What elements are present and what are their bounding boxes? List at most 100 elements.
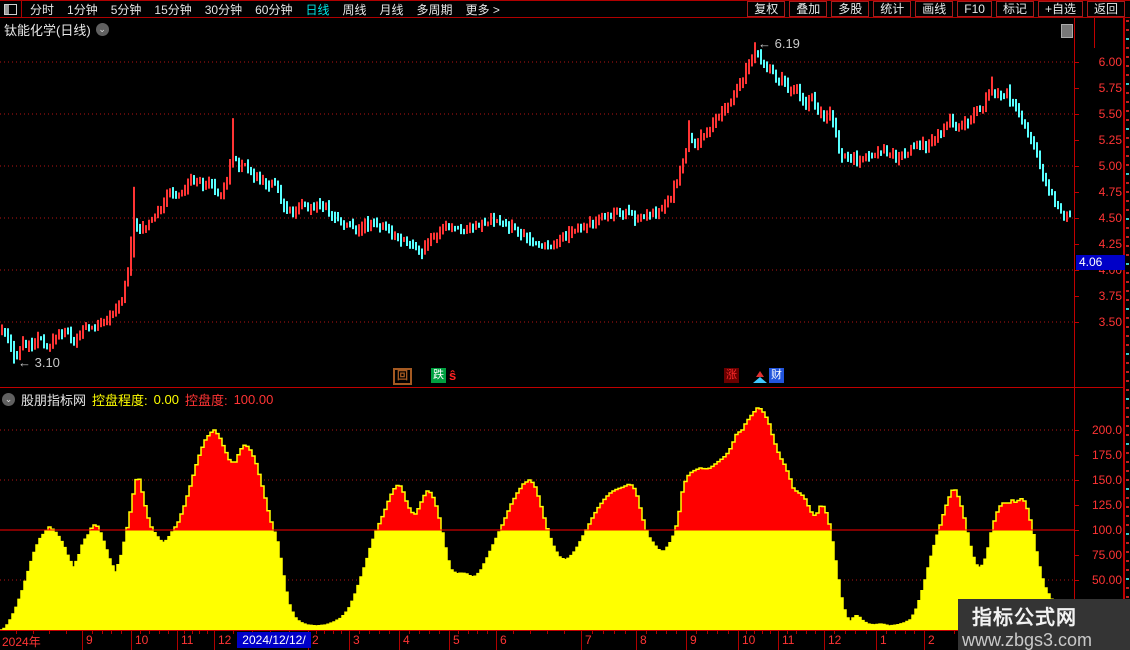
axis-tick (1074, 505, 1079, 506)
edge-tick (1126, 83, 1129, 85)
pyramid-top (756, 371, 764, 377)
edge-tick (1126, 65, 1129, 67)
action-button-1[interactable]: 叠加 (789, 1, 828, 17)
month-boundary (686, 631, 687, 650)
minor-tick (746, 631, 747, 634)
indicator-field2-label: 控盘度: (184, 393, 228, 408)
period-item-1[interactable]: 1分钟 (67, 2, 98, 17)
month-boundary (636, 631, 637, 650)
top-toolbar: 分时 1分钟 5分钟 15分钟 30分钟 60分钟 日线 周线 月线 多周期 更多 > 复权 叠加 多股… (0, 0, 1130, 18)
date-label: 1 (880, 633, 887, 647)
date-label: 12 (828, 633, 842, 647)
edge-tick (1126, 92, 1129, 94)
period-item-0[interactable]: 分时 (30, 2, 55, 17)
action-button-6[interactable]: 标记 (995, 1, 1034, 17)
edge-tick (1126, 173, 1129, 175)
month-boundary (824, 631, 825, 650)
minor-tick (513, 631, 514, 634)
finance-report-icon[interactable]: 财 (769, 368, 784, 383)
date-label: 12 (218, 633, 232, 647)
period-item-3[interactable]: 15分钟 (154, 2, 192, 17)
sell-signal-icon[interactable]: ŝ (449, 368, 457, 383)
minor-tick (787, 631, 788, 634)
price-label: 5.75 (1098, 81, 1122, 95)
pane-icon[interactable] (1061, 24, 1073, 38)
minor-tick (16, 631, 17, 634)
candlestick-chart[interactable] (0, 18, 1080, 388)
edge-tick (1126, 461, 1129, 463)
action-button-0[interactable]: 复权 (747, 1, 786, 17)
edge-tick (1126, 398, 1129, 400)
period-item-7[interactable]: 周线 (342, 2, 367, 17)
minor-tick (905, 631, 906, 634)
action-button-8[interactable]: 返回 (1086, 1, 1125, 17)
date-label: 2 (928, 633, 935, 647)
month-boundary (399, 631, 400, 650)
axis-tick (1074, 88, 1079, 89)
axis-tick (1074, 296, 1079, 297)
corner-border (1094, 18, 1095, 48)
plot-right-border (1074, 18, 1075, 630)
minor-tick (762, 631, 763, 634)
edge-tick (1126, 272, 1129, 274)
period-item-8[interactable]: 月线 (379, 2, 404, 17)
date-label: 6 (500, 633, 507, 647)
minor-tick (592, 631, 593, 634)
action-button-2[interactable]: 多股 (831, 1, 870, 17)
minor-tick (121, 631, 122, 634)
pyramid-marker-icon[interactable] (752, 371, 768, 383)
minor-tick (111, 631, 112, 634)
axis-tick (1074, 270, 1079, 271)
price-label: 5.50 (1098, 107, 1122, 121)
month-boundary (581, 631, 582, 650)
period-menu: 分时 1分钟 5分钟 15分钟 30分钟 60分钟 日线 周线 月线 多周期 更多 > (30, 1, 513, 18)
minor-tick (696, 631, 697, 634)
edge-tick (1126, 389, 1129, 391)
price-label: 3.50 (1098, 315, 1122, 329)
minor-tick (666, 631, 667, 634)
period-item-6[interactable]: 日线 (305, 2, 330, 17)
minor-tick (333, 631, 334, 634)
limit-down-icon[interactable]: 跌 (431, 368, 446, 383)
indicator-area-chart[interactable] (0, 388, 1080, 630)
date-label: 2024年 (2, 635, 41, 649)
minor-tick (855, 631, 856, 634)
indicator-header: ⌄ 股朋指标网 控盘程度: 0.00 控盘度: 100.00 (2, 390, 273, 409)
price-label: 5.00 (1098, 159, 1122, 173)
indicator-source-label: 股朋指标网 (21, 393, 87, 408)
chevron-down-icon[interactable]: ⌄ (95, 23, 109, 36)
date-label: 10 (135, 633, 149, 647)
action-button-7[interactable]: +自选 (1037, 1, 1083, 17)
period-item-5[interactable]: 60分钟 (255, 2, 293, 17)
edge-tick (1126, 371, 1129, 373)
pullback-icon[interactable]: 回 (393, 368, 412, 385)
layout-icon[interactable] (0, 1, 22, 17)
action-button-3[interactable]: 统计 (873, 1, 912, 17)
edge-tick (1126, 380, 1129, 382)
period-item-10[interactable]: 更多 > (465, 2, 500, 17)
action-button-5[interactable]: F10 (957, 1, 992, 17)
minor-tick (184, 631, 185, 634)
date-axis[interactable]: 2024/12/12/四 2024年9101112234567891011121… (0, 630, 1124, 650)
minor-tick (914, 631, 915, 634)
minor-tick (530, 631, 531, 634)
price-label: 5.25 (1098, 133, 1122, 147)
chevron-down-icon[interactable]: ⌄ (2, 393, 15, 406)
action-button-4[interactable]: 画线 (915, 1, 954, 17)
period-item-9[interactable]: 多周期 (416, 2, 453, 17)
date-label: 3 (353, 633, 360, 647)
indicator-label: 125.0 (1091, 498, 1122, 512)
minor-tick (487, 631, 488, 634)
edge-tick (1126, 137, 1129, 139)
period-item-2[interactable]: 5分钟 (110, 2, 142, 17)
indicator-label: 100.0 (1091, 523, 1122, 537)
limit-up-icon[interactable]: 涨 (724, 368, 739, 383)
edge-tick (1126, 164, 1129, 166)
edge-tick (1126, 407, 1129, 409)
minor-tick (199, 631, 200, 634)
edge-tick (1126, 560, 1129, 562)
month-boundary (214, 631, 215, 650)
period-item-4[interactable]: 30分钟 (204, 2, 243, 17)
chart-title-row: 钛能化学(日线) ⌄ (4, 20, 109, 39)
edge-tick (1126, 443, 1129, 445)
